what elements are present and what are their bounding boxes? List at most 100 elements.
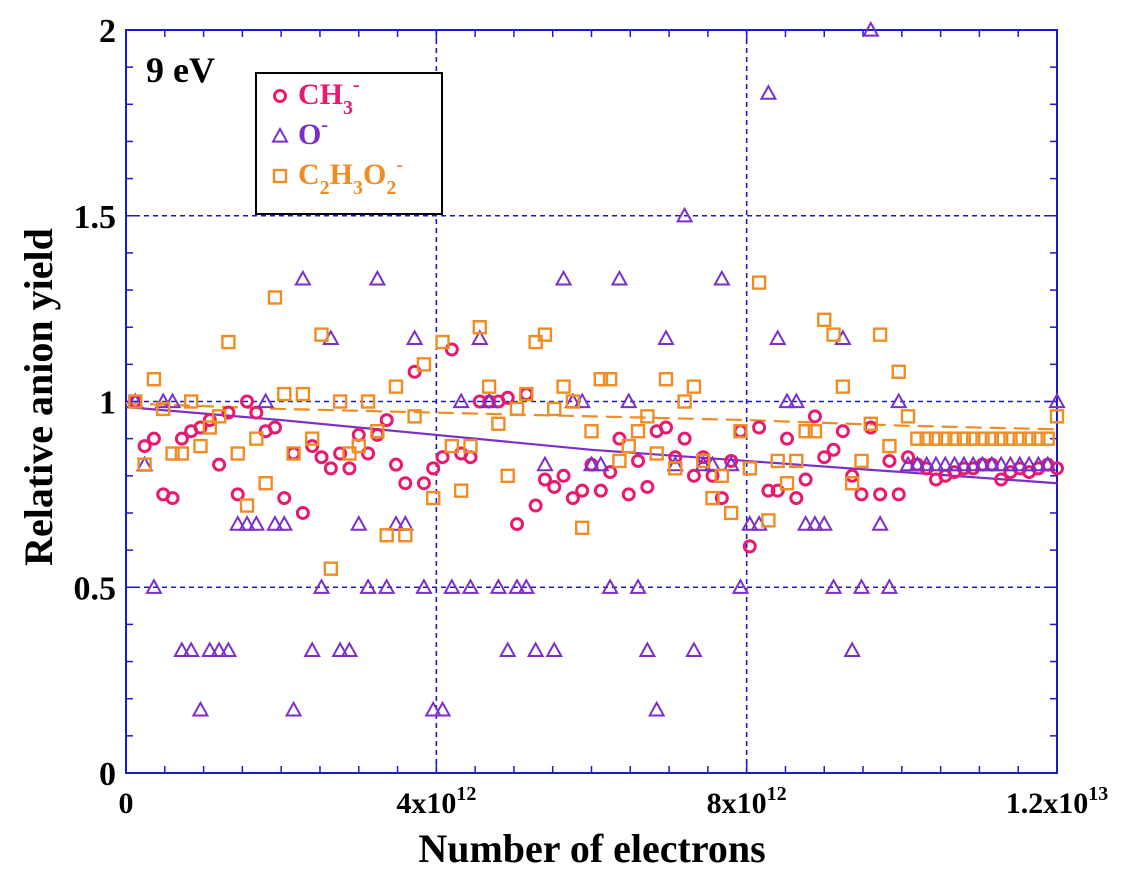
data-point-circle (603, 465, 618, 480)
data-point-triangle (927, 455, 945, 472)
data-point-circle (407, 364, 422, 379)
data-point-triangle (229, 515, 247, 531)
legend-box (255, 72, 443, 215)
legend-label: O- (298, 114, 328, 151)
data-point-square (500, 468, 515, 483)
data-point-triangle (359, 578, 377, 594)
data-point-circle (435, 450, 450, 465)
data-point-circle (361, 446, 376, 461)
data-point-square (202, 420, 217, 435)
data-point-triangle (731, 578, 750, 594)
data-point-circle (398, 476, 413, 491)
data-point-triangle (284, 700, 303, 717)
data-point-square (547, 401, 562, 417)
data-point-triangle (238, 515, 256, 531)
data-point-square (640, 409, 655, 424)
data-point-triangle (256, 392, 275, 409)
data-point-triangle (377, 578, 396, 594)
data-point-circle (426, 461, 441, 476)
data-point-circle (342, 461, 357, 476)
data-point-circle (658, 420, 673, 435)
data-point-triangle (554, 269, 573, 286)
x-tick-label: 1.2x1013 (1006, 783, 1109, 820)
data-point-triangle (294, 269, 312, 286)
data-point-square (1031, 431, 1046, 446)
data-point-circle (146, 431, 161, 446)
y-tick-label: 1.5 (74, 199, 117, 236)
data-point-circle (510, 517, 525, 532)
data-point-circle (593, 483, 608, 498)
data-point-triangle (871, 515, 889, 531)
data-point-square (966, 431, 981, 446)
data-point-circle (724, 453, 739, 468)
data-point-square (602, 372, 618, 387)
data-point-square (751, 275, 767, 290)
data-point-square (630, 424, 646, 439)
data-point-square (388, 379, 404, 394)
data-point-circle (575, 483, 590, 498)
data-point-circle (351, 427, 366, 442)
data-point-circle (286, 446, 301, 461)
data-point-square (491, 416, 506, 431)
data-point-triangle (340, 641, 359, 658)
y-tick-labels: 0 0.5 1 1.5 2 (74, 13, 117, 793)
data-point-triangle (741, 515, 759, 531)
data-point-circle (202, 413, 217, 428)
data-point-square (956, 431, 972, 446)
data-point-triangle (536, 455, 554, 472)
data-point-circle (249, 405, 264, 420)
data-point-circle (742, 539, 757, 554)
data-point-square (621, 438, 636, 454)
data-point-square (574, 520, 590, 536)
data-point-triangle (405, 329, 424, 345)
data-point-circle (761, 483, 776, 498)
data-point-circle (165, 491, 180, 506)
data-point-square (742, 461, 757, 476)
data-point-square (733, 424, 748, 439)
data-point-square (398, 528, 413, 543)
data-point-triangle (1038, 455, 1057, 472)
data-point-square (230, 446, 245, 461)
data-point-square (882, 438, 897, 454)
data-point-triangle (880, 578, 899, 594)
x-tick-label: 8x1012 (707, 783, 787, 820)
data-point-square (472, 320, 487, 335)
data-point-square (714, 468, 730, 483)
data-point-triangle (694, 455, 712, 472)
x-tick-labels: 0 4x1012 8x1012 1.2x1013 (119, 783, 1109, 820)
energy-annotation: 9 eV (146, 50, 215, 90)
data-point-circle (621, 487, 636, 502)
data-point-square (509, 401, 525, 417)
data-point-square (426, 490, 441, 506)
data-point-triangle (945, 455, 964, 472)
data-point-square (993, 431, 1009, 446)
data-point-square (649, 446, 664, 461)
data-point-square (193, 438, 208, 454)
data-point-circle (547, 479, 562, 494)
data-point-triangle (1020, 455, 1038, 472)
data-point-triangle (201, 641, 219, 658)
data-point-circle (333, 446, 348, 461)
data-point-circle (174, 431, 189, 446)
data-point-circle (780, 431, 795, 446)
data-point-triangle (917, 455, 936, 472)
data-point-triangle (992, 455, 1010, 472)
data-point-square (435, 334, 450, 350)
data-point-square (277, 386, 292, 402)
data-point-triangle (191, 700, 210, 717)
data-point-triangle (908, 455, 927, 472)
data-point-triangle (759, 84, 778, 100)
data-point-triangle (322, 329, 340, 345)
data-point-circle (631, 453, 646, 468)
axis-ticks (125, 29, 1058, 774)
data-point-square (351, 438, 366, 454)
data-point-circle (770, 483, 785, 498)
data-point-triangle (154, 392, 172, 409)
data-point-circle (193, 420, 208, 435)
data-point-triangle (489, 578, 508, 594)
data-point-square (165, 446, 180, 461)
data-point-circle (817, 450, 832, 465)
data-point-square (938, 431, 953, 446)
data-point-square (928, 431, 944, 446)
